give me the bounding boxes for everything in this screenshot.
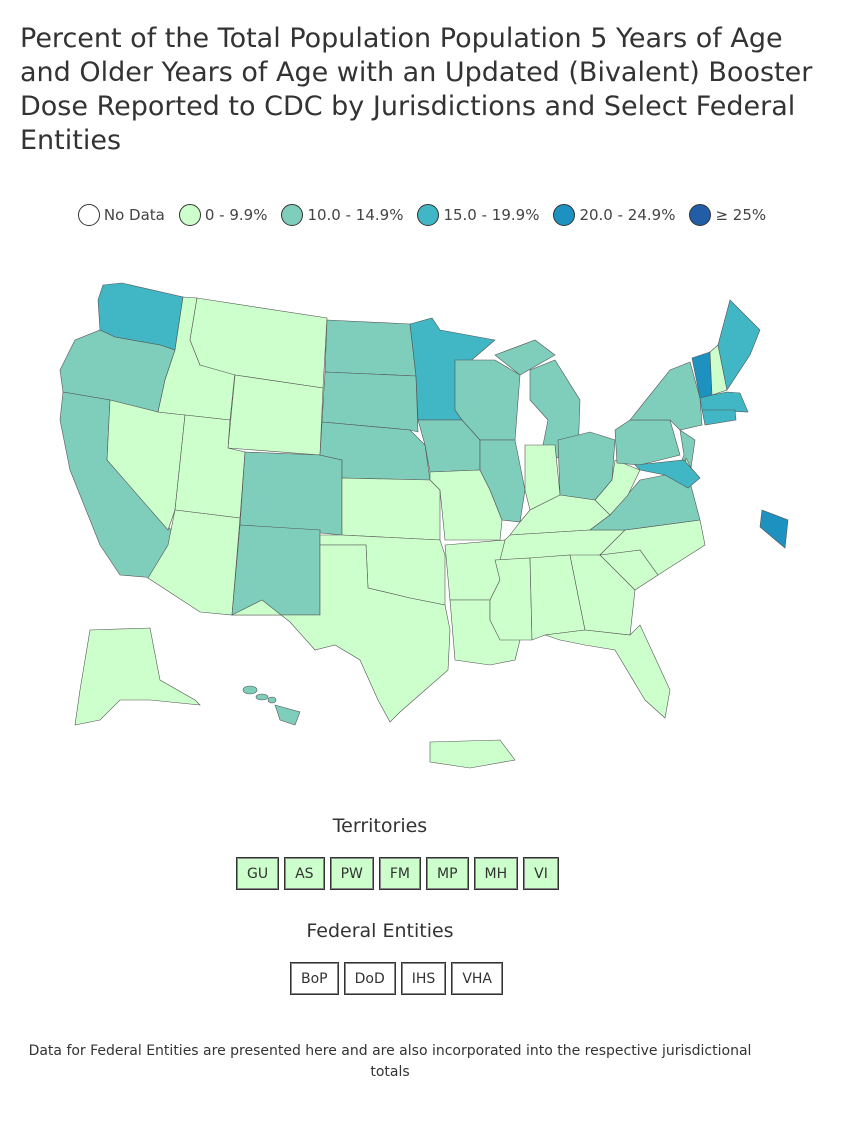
legend-label: No Data	[103, 206, 165, 224]
territory-mh-button[interactable]: MH	[473, 857, 519, 890]
territory-as-button[interactable]: AS	[284, 857, 325, 890]
territories-buttons: GU AS PW FM MP MH VI	[236, 857, 559, 890]
state-md[interactable]	[634, 459, 701, 489]
footnote: Data for Federal Entities are presented …	[28, 1043, 752, 1080]
state-tx[interactable]	[231, 544, 451, 723]
legend-label: 15.0 - 19.9%	[443, 206, 540, 224]
legend-item-10-14[interactable]: 10.0 - 14.9%	[281, 204, 403, 226]
federal-entities-buttons: BoP DoD IHS VHA	[290, 962, 503, 995]
territory-gu-button[interactable]: GU	[236, 857, 280, 890]
federal-vha-button[interactable]: VHA	[451, 962, 503, 995]
state-nm[interactable]	[231, 524, 321, 616]
state-co[interactable]	[239, 451, 343, 536]
legend-label: 0 - 9.9%	[204, 206, 268, 224]
state-wy[interactable]	[227, 374, 324, 456]
legend-item-15-19[interactable]: 15.0 - 19.9%	[417, 204, 539, 226]
state-nd[interactable]	[324, 319, 417, 377]
state-pa[interactable]	[614, 419, 681, 466]
legend-item-25-plus[interactable]: ≥ 25%	[689, 204, 766, 226]
territory-fm-button[interactable]: FM	[378, 857, 422, 890]
territories-title: Territories	[332, 815, 428, 837]
state-dc[interactable]	[759, 509, 789, 549]
page-title: Percent of the Total Population Populati…	[20, 23, 813, 156]
legend-item-20-24[interactable]: 20.0 - 24.9%	[553, 204, 675, 226]
us-choropleth-map	[59, 282, 789, 769]
legend-item-0-9[interactable]: 0 - 9.9%	[178, 204, 268, 226]
state-mi-up[interactable]	[494, 339, 556, 376]
territory-vi-button[interactable]: VI	[523, 857, 559, 890]
legend-label: 20.0 - 24.9%	[579, 206, 676, 224]
territory-pw-button[interactable]: PW	[329, 857, 374, 890]
state-hi[interactable]	[274, 704, 301, 726]
legend-swatch	[178, 204, 201, 226]
state-ks[interactable]	[341, 477, 441, 541]
state-ny[interactable]	[629, 361, 703, 431]
federal-ihs-button[interactable]: IHS	[400, 962, 447, 995]
legend-label: ≥ 25%	[715, 206, 767, 224]
legend-swatch	[689, 204, 712, 226]
legend-item-no-data[interactable]: No Data	[77, 204, 165, 226]
state-sd[interactable]	[321, 371, 419, 433]
state-me[interactable]	[717, 299, 761, 391]
territory-mp-button[interactable]: MP	[426, 857, 469, 890]
legend-swatch	[553, 204, 576, 226]
state-az[interactable]	[147, 509, 241, 616]
state-fl[interactable]	[544, 624, 671, 719]
legend-swatch	[417, 204, 440, 226]
federal-entities-title: Federal Entities	[306, 920, 454, 942]
federal-dod-button[interactable]: DoD	[343, 962, 396, 995]
state-ct[interactable]	[701, 409, 737, 426]
state-hi-island[interactable]	[255, 693, 269, 701]
state-hi-island[interactable]	[267, 696, 277, 704]
legend-label: 10.0 - 14.9%	[307, 206, 404, 224]
state-il[interactable]	[479, 439, 526, 523]
state-pr[interactable]	[429, 739, 516, 769]
legend-swatch	[77, 204, 100, 226]
state-ak[interactable]	[74, 627, 201, 726]
federal-bop-button[interactable]: BoP	[290, 962, 339, 995]
legend-swatch	[281, 204, 304, 226]
state-ga[interactable]	[569, 554, 636, 636]
map-legend: No Data 0 - 9.9% 10.0 - 14.9% 15.0 - 19.…	[0, 204, 844, 226]
state-hi-island[interactable]	[242, 685, 258, 695]
